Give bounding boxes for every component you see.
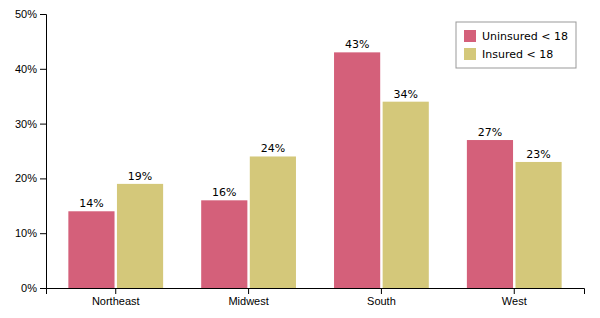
data-label: 14%: [79, 197, 103, 210]
legend-frame: [456, 22, 576, 68]
tick: West: [502, 288, 527, 307]
bar: [201, 200, 247, 288]
bar: [515, 162, 561, 288]
bars: [68, 52, 561, 288]
bar: [383, 102, 429, 288]
plot: 0% 10% 20% 30% 40% 50% Northeast Midwest South We…: [15, 8, 585, 307]
tick-mark: [40, 233, 46, 234]
axis-line: [47, 289, 585, 295]
tick-mark: [40, 178, 46, 179]
tick-mark: [40, 124, 46, 125]
tick-mark: [40, 288, 46, 289]
data-label: 34%: [393, 88, 417, 101]
bar-series: [68, 52, 513, 288]
data-label: 23%: [526, 148, 550, 161]
bar: [68, 211, 114, 288]
tick: 30%: [15, 118, 46, 130]
bar: [334, 52, 380, 288]
tick-label: 40%: [15, 63, 37, 75]
x-axis: Northeast Midwest South West: [47, 288, 585, 307]
tick: South: [367, 288, 396, 307]
tick-mark: [40, 14, 46, 15]
bar-series: [117, 102, 562, 288]
tick-label: 30%: [15, 118, 37, 130]
legend: Uninsured < 18 Insured < 18: [456, 22, 576, 68]
chart: 0% 10% 20% 30% 40% 50% Northeast Midwest South We…: [0, 0, 600, 318]
data-label: 27%: [478, 126, 502, 139]
tick-label: 20%: [15, 172, 37, 184]
tick: Midwest: [228, 288, 268, 307]
tick-label: Midwest: [228, 295, 268, 307]
bar: [117, 184, 163, 288]
tick-mark: [381, 288, 382, 294]
legend-label: Insured < 18: [482, 48, 553, 61]
data-label: 19%: [128, 170, 152, 183]
legend-label: Uninsured < 18: [482, 30, 568, 43]
tick: 20%: [15, 172, 46, 184]
tick-mark: [115, 288, 116, 294]
tick: 40%: [15, 63, 46, 75]
tick-mark: [40, 69, 46, 70]
data-label: 16%: [212, 186, 236, 199]
data-label: 24%: [261, 142, 285, 155]
tick: 10%: [15, 227, 46, 239]
tick-mark: [248, 288, 249, 294]
tick-label: 0%: [21, 282, 37, 294]
data-label: 43%: [345, 38, 369, 51]
axis-line: [40, 15, 47, 289]
bar: [467, 140, 513, 288]
y-axis: 0% 10% 20% 30% 40% 50%: [15, 8, 47, 294]
tick: 0%: [21, 282, 46, 294]
tick-label: 50%: [15, 8, 37, 20]
bar: [250, 156, 296, 288]
tick-label: 10%: [15, 227, 37, 239]
legend-swatch: [464, 30, 476, 42]
tick-label: South: [367, 295, 396, 307]
tick-label: Northeast: [92, 295, 140, 307]
tick: Northeast: [92, 288, 140, 307]
tick-mark: [514, 288, 515, 294]
tick-label: West: [502, 295, 527, 307]
tick: 50%: [15, 8, 46, 20]
legend-swatch: [464, 48, 476, 60]
